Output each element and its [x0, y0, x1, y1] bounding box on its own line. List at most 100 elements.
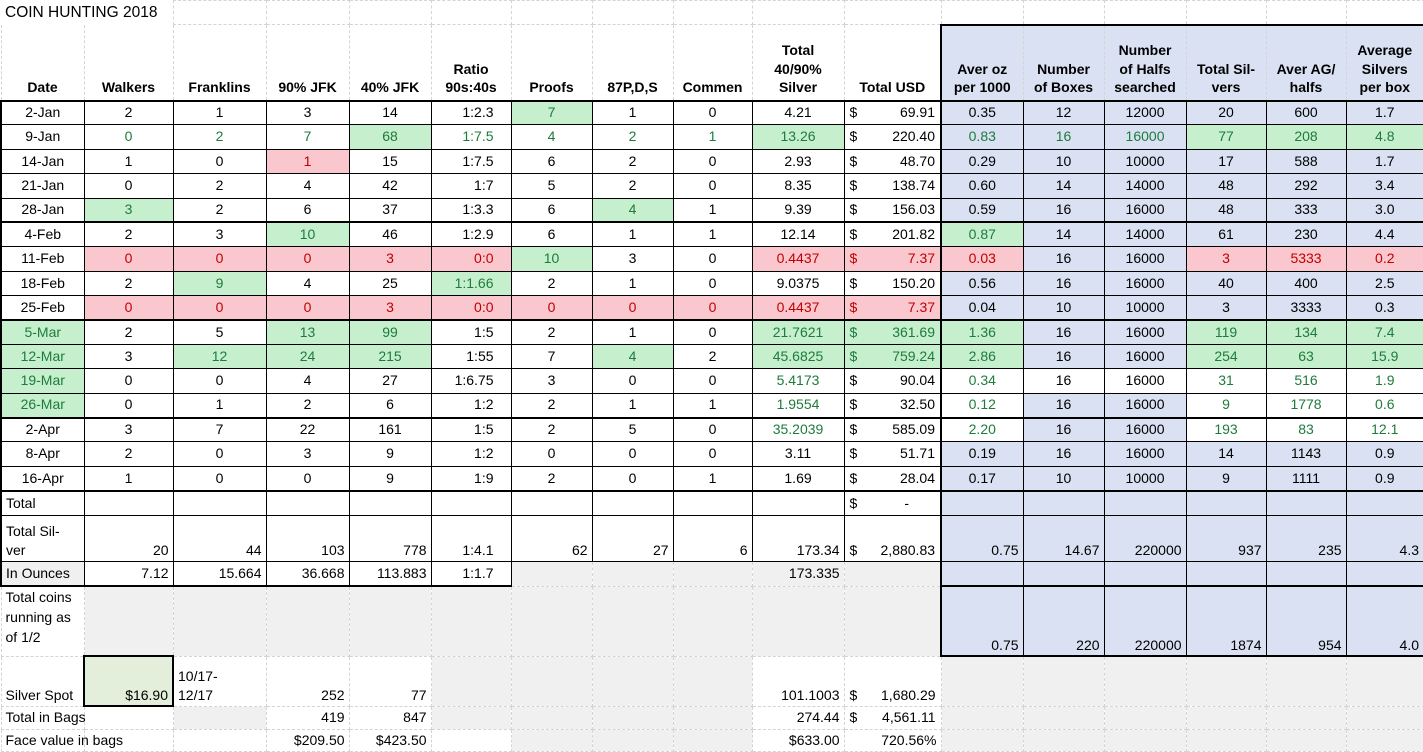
cell[interactable]: 2: [172, 173, 267, 199]
cell[interactable]: [1345, 655, 1423, 707]
cell[interactable]: 4: [265, 173, 350, 199]
cell[interactable]: $48.70: [843, 148, 942, 175]
cell[interactable]: [1185, 705, 1267, 730]
cell[interactable]: $32.50: [843, 392, 942, 419]
cell[interactable]: 0: [672, 148, 753, 175]
cell[interactable]: $585.09: [843, 417, 942, 443]
cell[interactable]: 2.86: [940, 343, 1024, 370]
cell[interactable]: 0.9: [1345, 465, 1423, 492]
date-cell[interactable]: 28-Jan: [0, 197, 85, 224]
cell[interactable]: 1:1.7: [430, 560, 512, 588]
cell[interactable]: [1022, 728, 1105, 752]
row-label[interactable]: Total coins running as of 1/2: [0, 585, 85, 657]
cell[interactable]: 0: [591, 441, 674, 467]
cell[interactable]: [940, 490, 1024, 516]
cell[interactable]: [510, 705, 593, 730]
cell[interactable]: 15.664: [172, 560, 267, 588]
cell[interactable]: 2: [510, 319, 593, 345]
cell[interactable]: [510, 585, 593, 657]
cell[interactable]: 5.4173: [751, 368, 845, 394]
cell[interactable]: 0: [510, 295, 593, 322]
cell[interactable]: 24: [265, 343, 350, 370]
cell[interactable]: [1022, 655, 1105, 707]
cell[interactable]: 0: [672, 99, 753, 126]
cell[interactable]: [1265, 490, 1347, 516]
cell[interactable]: 1:1.66: [430, 270, 512, 297]
cell[interactable]: 0.17: [940, 465, 1024, 492]
cell[interactable]: 1:2.3: [430, 99, 512, 126]
cell[interactable]: 16: [1022, 270, 1105, 297]
cell[interactable]: [265, 585, 350, 657]
cell[interactable]: [1265, 728, 1347, 752]
cell[interactable]: [83, 705, 174, 730]
cell[interactable]: 220: [1022, 585, 1105, 658]
cell[interactable]: [591, 655, 674, 707]
date-cell[interactable]: 21-Jan: [0, 173, 85, 199]
cell[interactable]: [265, 0, 350, 25]
cell[interactable]: 0.19: [940, 441, 1024, 467]
row-label[interactable]: Total Sil- ver: [0, 514, 85, 562]
cell[interactable]: $423.50: [348, 728, 432, 752]
cell[interactable]: 4: [591, 197, 674, 224]
cell[interactable]: [1185, 0, 1267, 25]
cell[interactable]: 16000: [1103, 417, 1187, 443]
cell[interactable]: 16: [1022, 441, 1105, 467]
cell[interactable]: [591, 728, 674, 752]
cell[interactable]: 6: [348, 392, 432, 419]
cell[interactable]: 3: [591, 246, 674, 272]
cell[interactable]: 119: [1185, 319, 1267, 345]
cell[interactable]: 35.2039: [751, 417, 845, 443]
cell[interactable]: 45.6825: [751, 343, 845, 370]
cell[interactable]: [1022, 490, 1105, 516]
cell[interactable]: [430, 655, 512, 707]
cell[interactable]: [940, 728, 1024, 752]
cell[interactable]: 62: [510, 514, 593, 562]
cell[interactable]: 1: [591, 99, 674, 126]
cell[interactable]: 4.0: [1345, 585, 1423, 658]
cell[interactable]: 4.21: [751, 99, 845, 126]
cell[interactable]: [1022, 705, 1105, 730]
cell[interactable]: 7.12: [83, 560, 174, 588]
cell[interactable]: 21.7621: [751, 319, 845, 345]
cell[interactable]: 5333: [1265, 246, 1347, 272]
cell[interactable]: 173.34: [751, 514, 845, 562]
cell[interactable]: 16000: [1103, 392, 1187, 419]
cell[interactable]: 0:0: [430, 295, 512, 322]
cell[interactable]: 7: [172, 417, 267, 443]
cell[interactable]: 25: [348, 270, 432, 297]
cell[interactable]: 2: [591, 148, 674, 175]
cell[interactable]: [1345, 705, 1423, 730]
cell[interactable]: 0: [591, 465, 674, 492]
cell[interactable]: 1:6.75: [430, 368, 512, 394]
cell[interactable]: [751, 585, 845, 657]
cell[interactable]: 4: [265, 368, 350, 394]
cell[interactable]: [672, 655, 753, 707]
date-cell[interactable]: 14-Jan: [0, 148, 85, 175]
column-header[interactable]: Number of Halfs searched: [1103, 23, 1187, 102]
cell[interactable]: 99: [348, 319, 432, 345]
cell[interactable]: 0:0: [430, 246, 512, 272]
cell[interactable]: 14: [1185, 441, 1267, 467]
cell[interactable]: 14000: [1103, 173, 1187, 199]
cell[interactable]: [172, 585, 267, 657]
cell[interactable]: 208: [1265, 124, 1347, 150]
cell[interactable]: 9: [348, 441, 432, 467]
cell[interactable]: 9.39: [751, 197, 845, 224]
cell[interactable]: [591, 585, 674, 657]
cell[interactable]: 15.9: [1345, 343, 1423, 370]
cell[interactable]: [1022, 0, 1105, 25]
cell[interactable]: 0.4437: [751, 246, 845, 272]
date-cell[interactable]: 2-Jan: [0, 99, 85, 126]
cell[interactable]: 5: [172, 319, 267, 345]
cell[interactable]: [510, 0, 593, 25]
cell[interactable]: [510, 490, 593, 516]
cell[interactable]: 6: [672, 514, 753, 562]
cell[interactable]: 3: [83, 343, 174, 370]
cell[interactable]: 3333: [1265, 295, 1347, 322]
column-header[interactable]: Date: [0, 24, 85, 102]
cell[interactable]: 215: [348, 343, 432, 370]
cell[interactable]: 1:9: [430, 465, 512, 492]
cell[interactable]: 48: [1185, 197, 1267, 224]
cell[interactable]: 1: [672, 221, 753, 248]
cell[interactable]: 0.4437: [751, 295, 845, 322]
